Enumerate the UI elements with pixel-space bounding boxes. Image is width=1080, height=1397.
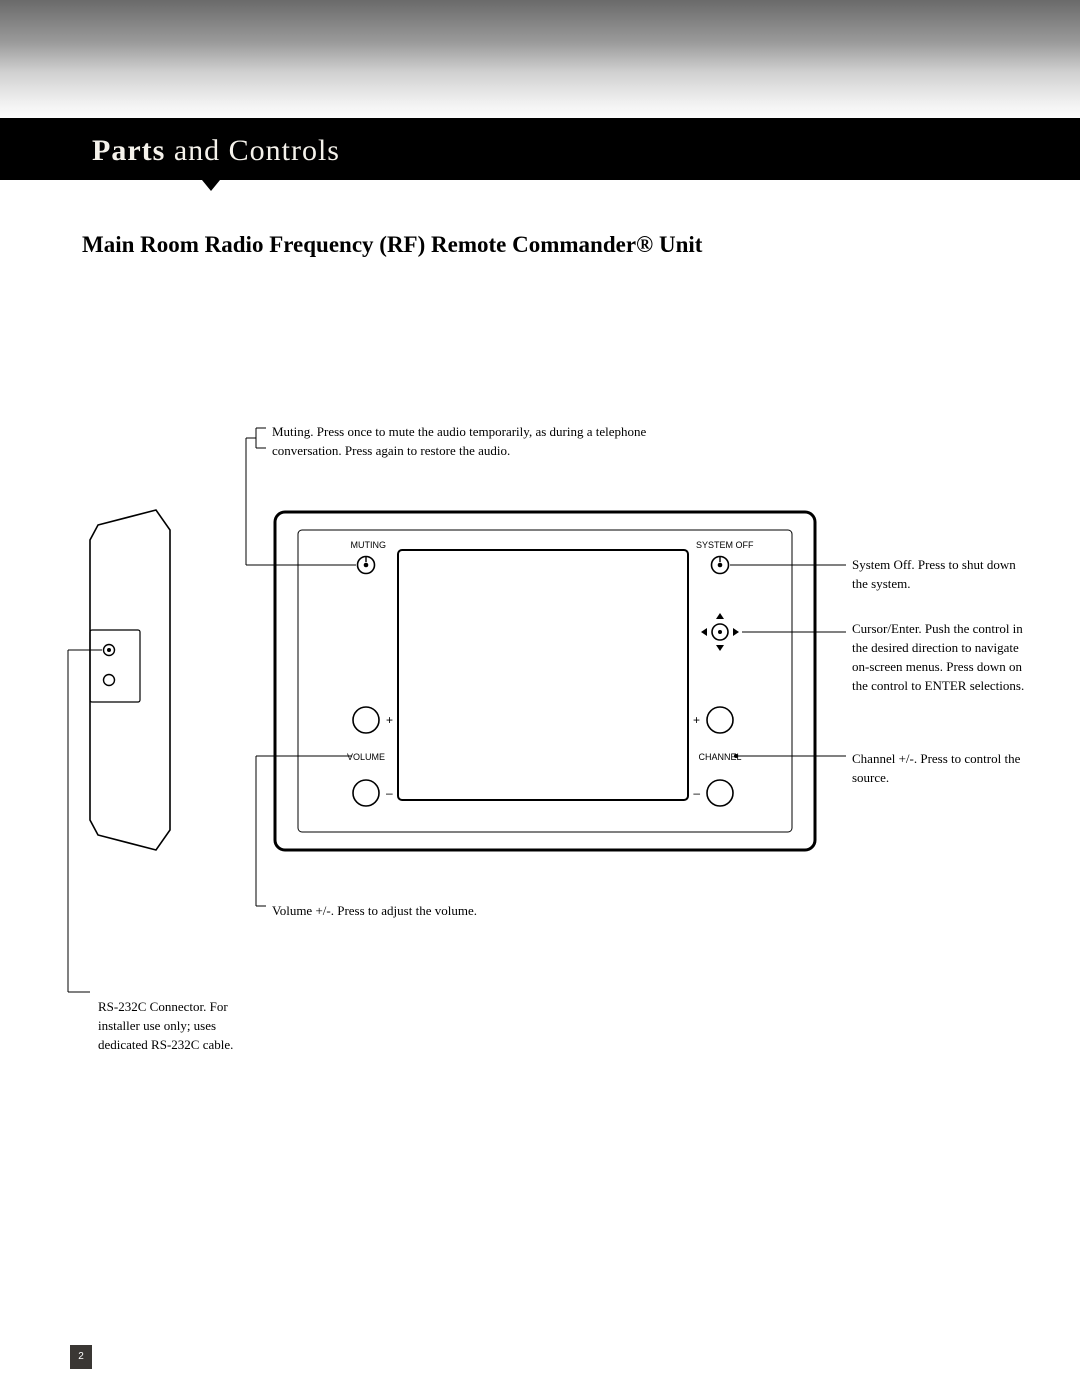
label-volume: VOLUME: [347, 752, 385, 762]
page-heading: Main Room Radio Frequency (RF) Remote Co…: [82, 232, 702, 258]
section-tab-pointer: [202, 180, 220, 191]
header-gradient-band: [0, 0, 1080, 120]
section-title-rest: and Controls: [165, 134, 340, 167]
ch-plus-sign: +: [693, 713, 700, 727]
front-panel: MUTING SYSTEM OFF + VOLUME – + CHANNEL: [275, 512, 815, 850]
section-title: Parts and Controls: [92, 134, 340, 168]
vol-plus-sign: +: [386, 713, 393, 727]
ch-minus-sign: –: [693, 786, 700, 800]
vol-minus-sign: –: [386, 786, 393, 800]
page-number: 2: [70, 1345, 92, 1369]
label-muting: MUTING: [351, 540, 387, 550]
label-systemoff: SYSTEM OFF: [696, 540, 754, 550]
side-unit: [90, 510, 170, 850]
section-title-bold: Parts: [92, 134, 165, 167]
device-diagram: MUTING SYSTEM OFF + VOLUME – + CHANNEL: [60, 400, 1020, 1120]
